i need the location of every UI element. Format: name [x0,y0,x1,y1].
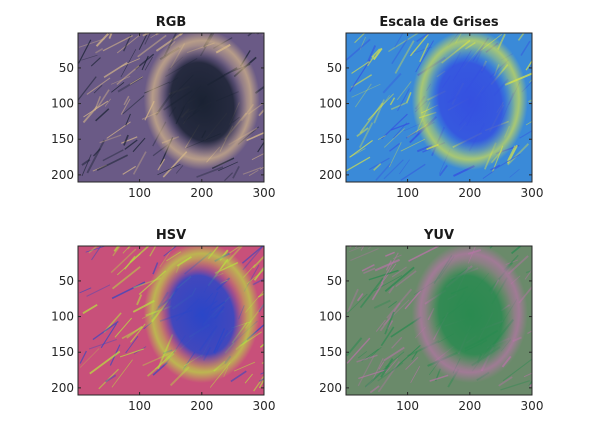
y-tick-label: 150 [51,132,74,146]
x-tick-label: 100 [128,399,151,413]
y-tick-label: 100 [51,310,74,324]
image-plot [346,33,532,182]
x-tick-label: 200 [458,186,481,200]
x-tick-label: 100 [396,399,419,413]
y-tick-label: 150 [51,345,74,359]
x-tick-label: 100 [396,186,419,200]
y-tick-label: 50 [59,61,74,75]
y-tick-label: 50 [327,61,342,75]
subplot-title: HSV [156,228,186,243]
subplot-rgb: RGB 100 200 300 50 100 150 200 [51,15,276,200]
x-tick-label: 100 [128,186,151,200]
x-tick-label: 200 [190,186,213,200]
y-tick-label: 50 [59,274,74,288]
x-tick-label: 300 [253,186,276,200]
subplot-hsv: HSV 100 200 300 50 100 150 200 [51,228,276,413]
y-tick-label: 50 [327,274,342,288]
image-plot [78,246,264,395]
subplot-escala-de-grises: Escala de Grises 100 200 300 50 100 150 200 [319,15,544,200]
y-tick-label: 200 [51,168,74,182]
subplot-title: Escala de Grises [379,15,499,30]
axes-box [345,32,533,183]
y-tick-label: 150 [319,132,342,146]
image-plot [346,246,532,395]
axes-box [77,32,265,183]
x-tick-label: 300 [521,186,544,200]
axes-box [345,245,533,396]
x-tick-label: 200 [458,399,481,413]
image-plot [78,33,264,182]
y-tick-label: 100 [319,310,342,324]
y-tick-label: 100 [51,97,74,111]
y-tick-label: 200 [319,168,342,182]
subplot-yuv: YUV 100 200 300 50 100 150 200 [319,228,544,413]
subplot-title: RGB [156,15,187,30]
y-tick-label: 200 [319,381,342,395]
axes-box [77,245,265,396]
subplot-title: YUV [423,228,454,243]
y-tick-label: 150 [319,345,342,359]
x-tick-label: 300 [521,399,544,413]
x-tick-label: 300 [253,399,276,413]
y-tick-label: 100 [319,97,342,111]
y-tick-label: 200 [51,381,74,395]
x-tick-label: 200 [190,399,213,413]
